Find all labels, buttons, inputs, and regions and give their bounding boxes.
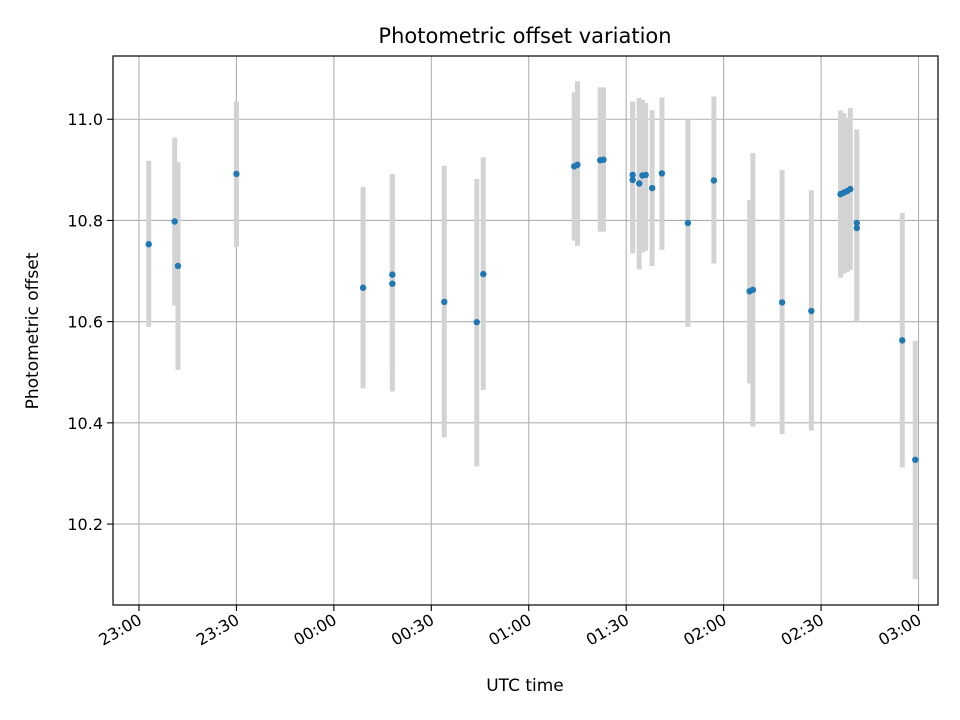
data-point xyxy=(853,224,860,232)
plot-frame xyxy=(112,55,939,606)
data-point xyxy=(635,180,643,187)
y-tick-label: 10.6 xyxy=(67,313,103,332)
data-point xyxy=(847,185,854,193)
data-points xyxy=(145,156,919,463)
y-axis-label: Photometric offset xyxy=(23,252,43,409)
data-point xyxy=(389,280,396,287)
chart-title: Photometric offset variation xyxy=(378,24,671,48)
y-axis: 10.2 10.4 10.6 10.8 11.0 xyxy=(67,110,113,534)
data-point xyxy=(629,176,636,184)
data-point xyxy=(174,262,182,270)
y-tick-label: 11.0 xyxy=(67,110,103,129)
y-tick-label: 10.2 xyxy=(67,515,103,534)
data-point xyxy=(359,284,367,291)
data-point xyxy=(808,307,815,315)
data-point xyxy=(574,161,581,168)
data-point xyxy=(658,170,666,177)
data-point xyxy=(853,219,860,227)
y-tick-label: 10.8 xyxy=(67,211,103,230)
data-point xyxy=(389,271,396,278)
data-point xyxy=(600,156,607,163)
data-point xyxy=(642,171,649,179)
data-point xyxy=(684,219,692,227)
data-point xyxy=(778,299,786,306)
data-point xyxy=(480,270,487,278)
data-point xyxy=(710,177,718,184)
data-point xyxy=(749,286,757,293)
data-point xyxy=(899,337,906,344)
data-point xyxy=(629,171,636,179)
y-tick-label: 10.4 xyxy=(67,414,103,433)
data-point xyxy=(441,298,448,306)
data-point xyxy=(171,218,178,225)
data-point xyxy=(233,170,240,178)
data-point xyxy=(648,184,656,192)
x-axis-label: UTC time xyxy=(486,676,564,696)
grid xyxy=(113,56,938,605)
data-point xyxy=(473,318,480,326)
data-point xyxy=(912,456,919,463)
data-point xyxy=(145,241,152,248)
